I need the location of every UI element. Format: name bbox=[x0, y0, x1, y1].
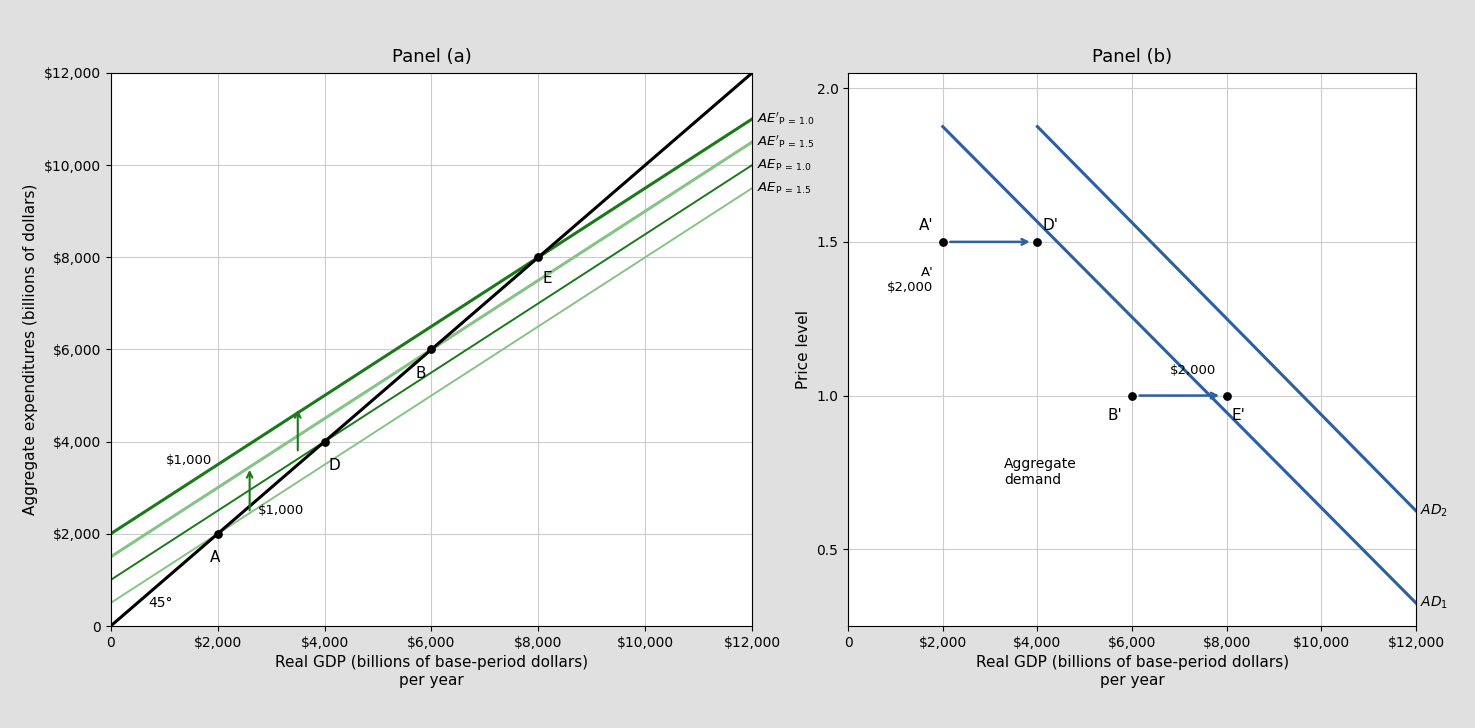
Text: 45°: 45° bbox=[148, 596, 173, 610]
Text: B: B bbox=[416, 365, 426, 381]
Text: Aggregate
demand: Aggregate demand bbox=[1004, 457, 1077, 487]
Text: A'
$2,000: A' $2,000 bbox=[886, 266, 934, 294]
Title: Panel (b): Panel (b) bbox=[1092, 48, 1173, 66]
Point bbox=[1215, 389, 1239, 401]
Title: Panel (a): Panel (a) bbox=[391, 48, 472, 66]
Text: $AE$$'$$_{\mathrm{P\,=\,1.0}}$: $AE$$'$$_{\mathrm{P\,=\,1.0}}$ bbox=[757, 111, 814, 127]
Point bbox=[313, 436, 336, 448]
Text: $AE$$_{\mathrm{P\,=\,1.0}}$: $AE$$_{\mathrm{P\,=\,1.0}}$ bbox=[757, 157, 811, 173]
Point bbox=[1025, 236, 1049, 248]
Text: E': E' bbox=[1232, 408, 1245, 423]
Text: $AD_2$: $AD_2$ bbox=[1420, 502, 1448, 519]
Text: $1,000: $1,000 bbox=[167, 454, 212, 467]
Y-axis label: Aggregate expenditures (billions of dollars): Aggregate expenditures (billions of doll… bbox=[24, 183, 38, 515]
Point bbox=[1121, 389, 1145, 401]
Point bbox=[931, 236, 954, 248]
Text: A': A' bbox=[919, 218, 934, 233]
X-axis label: Real GDP (billions of base-period dollars)
per year: Real GDP (billions of base-period dollar… bbox=[975, 655, 1289, 688]
Text: $AD_1$: $AD_1$ bbox=[1420, 595, 1448, 612]
Point bbox=[527, 251, 550, 263]
Text: D: D bbox=[329, 458, 341, 472]
Point bbox=[207, 528, 230, 539]
Text: $1,000: $1,000 bbox=[258, 505, 304, 518]
Text: B': B' bbox=[1108, 408, 1122, 423]
Point bbox=[420, 344, 444, 355]
Text: $AE$$'$$_{\mathrm{P\,=\,1.5}}$: $AE$$'$$_{\mathrm{P\,=\,1.5}}$ bbox=[757, 134, 814, 150]
Y-axis label: Price level: Price level bbox=[796, 310, 811, 389]
Text: D': D' bbox=[1043, 218, 1058, 233]
X-axis label: Real GDP (billions of base-period dollars)
per year: Real GDP (billions of base-period dollar… bbox=[274, 655, 589, 688]
Text: A: A bbox=[209, 550, 220, 565]
Text: $AE$$_{\mathrm{P\,=\,1.5}}$: $AE$$_{\mathrm{P\,=\,1.5}}$ bbox=[757, 181, 811, 196]
Text: $2,000: $2,000 bbox=[1170, 364, 1217, 377]
Text: E: E bbox=[543, 271, 552, 286]
